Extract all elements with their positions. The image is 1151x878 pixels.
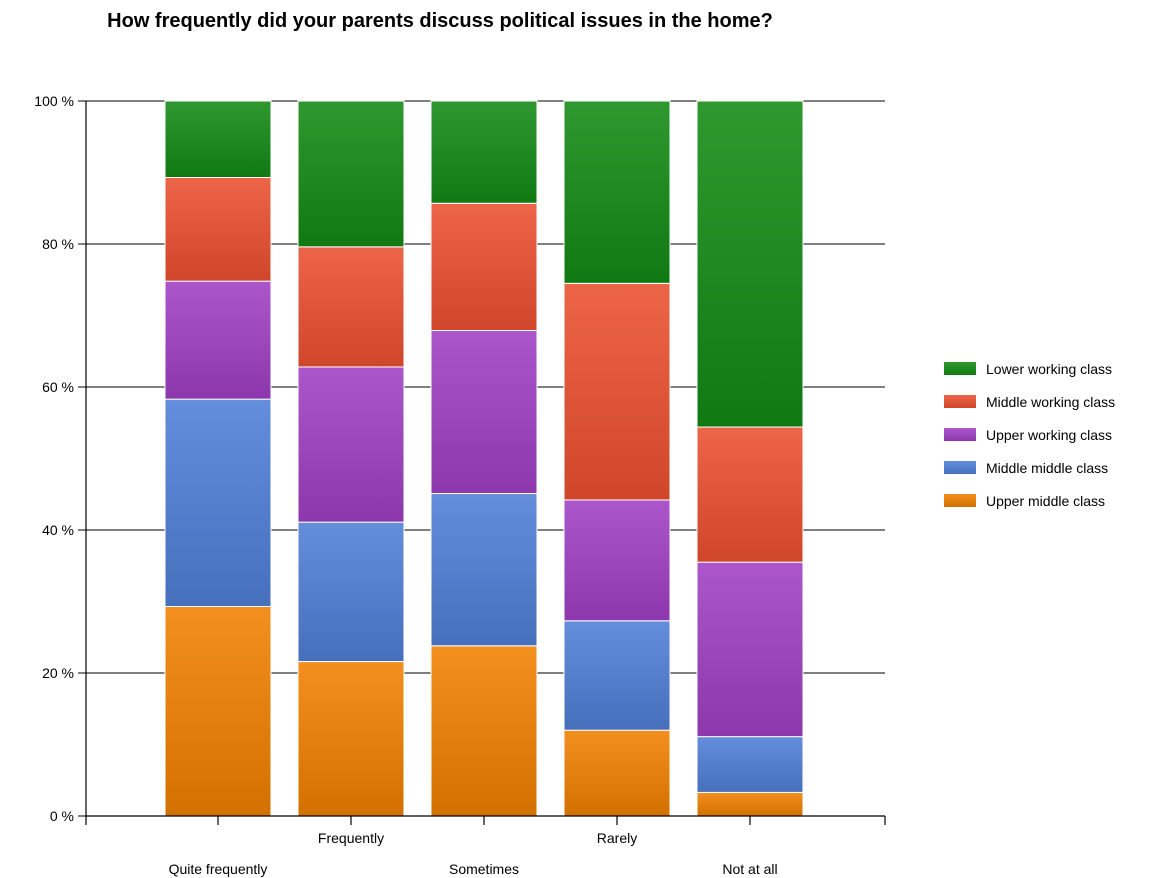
bar-segment: [430, 202, 538, 332]
x-tick-label: Frequently: [318, 830, 384, 846]
x-tick-label: Quite frequently: [169, 861, 268, 877]
bar-segment: [696, 426, 804, 563]
legend-label: Upper working class: [986, 427, 1112, 443]
bar-segment: [696, 561, 804, 738]
legend-swatch: [944, 395, 976, 408]
y-tick-label: 60 %: [42, 379, 74, 395]
legend-label: Middle working class: [986, 394, 1115, 410]
legend-swatch: [944, 461, 976, 474]
y-tick-label: 40 %: [42, 522, 74, 538]
bar-segment: [297, 100, 405, 248]
bar-segment: [297, 521, 405, 663]
bar-segment: [696, 736, 804, 793]
y-tick-label: 0 %: [50, 808, 74, 824]
bars: [164, 100, 804, 817]
bar-segment: [297, 661, 405, 817]
bar-segment: [164, 280, 272, 400]
bar-segment: [696, 100, 804, 428]
chart-title: How frequently did your parents discuss …: [107, 10, 773, 32]
legend-label: Lower working class: [986, 361, 1112, 377]
bar-segment: [563, 100, 671, 284]
legend-swatch: [944, 494, 976, 507]
y-tick-label: 20 %: [42, 665, 74, 681]
bar-segment: [297, 366, 405, 523]
bar-segment: [563, 729, 671, 817]
y-tick-label: 80 %: [42, 236, 74, 252]
bar-segment: [164, 606, 272, 817]
bar-segment: [164, 398, 272, 608]
bar-segment: [164, 177, 272, 282]
legend-swatch: [944, 428, 976, 441]
bar-segment: [430, 100, 538, 204]
legend-label: Middle middle class: [986, 460, 1108, 476]
x-tick-label: Not at all: [722, 861, 777, 877]
x-tick-label: Rarely: [597, 830, 637, 846]
y-tick-label: 100 %: [34, 93, 74, 109]
bar-segment: [563, 282, 671, 501]
bar-segment: [696, 791, 804, 817]
bar-segment: [563, 620, 671, 731]
x-tick-label: Sometimes: [449, 861, 519, 877]
bar-segment: [430, 330, 538, 495]
legend-swatch: [944, 362, 976, 375]
bar-segment: [297, 246, 405, 368]
legend: Lower working class Middle working class U…: [944, 361, 1115, 509]
bar-segment: [430, 493, 538, 647]
bar-segment: [430, 645, 538, 817]
legend-label: Upper middle class: [986, 493, 1105, 509]
bar-segment: [563, 499, 671, 622]
axes: 0 % 20 % 40 % 60 % 80 % 100 % Quite frequently…: [34, 93, 886, 877]
bar-segment: [164, 100, 272, 179]
